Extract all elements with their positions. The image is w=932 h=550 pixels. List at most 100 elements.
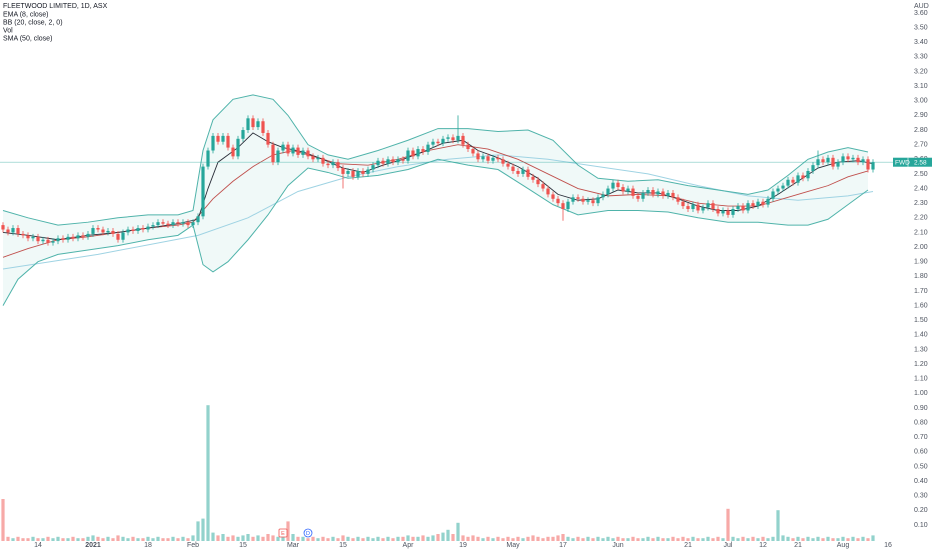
volume-bar: [456, 522, 460, 541]
candle-body: [771, 191, 775, 199]
candle-body: [531, 176, 535, 180]
candle-body: [851, 157, 855, 160]
candle-body: [196, 216, 200, 223]
volume-bar: [526, 536, 530, 541]
candle-body: [606, 188, 610, 195]
volume-bar: [121, 536, 125, 541]
candle-body: [601, 194, 605, 198]
volume-bar: [496, 536, 500, 541]
candle-body: [806, 170, 810, 179]
volume-bar: [711, 538, 715, 541]
y-tick-label: 3.10: [914, 83, 928, 90]
candle-body: [481, 156, 485, 160]
candle-body: [21, 233, 25, 236]
candle-body: [231, 147, 235, 157]
volume-bar: [281, 535, 285, 541]
volume-bar: [466, 536, 470, 541]
candle-body: [666, 192, 670, 196]
volume-bar: [371, 538, 375, 541]
volume-bar: [661, 538, 665, 541]
volume-bar: [341, 535, 345, 541]
volume-bar: [206, 405, 210, 541]
volume-bar: [286, 521, 290, 541]
volume-bar: [91, 535, 95, 541]
volume-bar: [551, 536, 555, 541]
volume-bar: [521, 538, 525, 541]
volume-bar: [536, 536, 540, 541]
volume-bar: [151, 538, 155, 541]
volume-bar: [866, 538, 870, 541]
candle-body: [796, 175, 800, 183]
volume-bar: [426, 536, 430, 541]
candle-body: [311, 156, 315, 160]
candle-body: [271, 144, 275, 163]
volume-bar: [116, 535, 120, 541]
price-tag-bg: [893, 157, 932, 167]
candle-body: [716, 209, 720, 214]
volume-bar: [421, 535, 425, 541]
y-tick-label: 1.10: [914, 376, 928, 383]
volume-bar: [351, 538, 355, 541]
candle-body: [811, 165, 815, 171]
volume-bar: [406, 535, 410, 541]
candle-body: [701, 207, 705, 211]
candle-body: [656, 191, 660, 195]
y-tick-label: 2.70: [914, 142, 928, 149]
candle-body: [536, 179, 540, 185]
x-tick-label: Jul: [724, 542, 733, 549]
candle-body: [586, 200, 590, 202]
bb-fill: [3, 94, 868, 306]
volume-bar: [636, 538, 640, 541]
volume-bar: [676, 538, 680, 541]
candle-body: [676, 197, 680, 202]
volume-bar: [816, 536, 820, 541]
candle-body: [131, 229, 135, 231]
volume-bar: [586, 536, 590, 541]
volume-bar: [706, 536, 710, 541]
candle-body: [286, 144, 290, 154]
candle-body: [116, 233, 120, 240]
volume-bar: [51, 538, 55, 541]
candle-body: [221, 135, 225, 142]
legend: FLEETWOOD LIMITED, 1D, ASX EMA (8, close…: [3, 3, 108, 43]
volume-bar: [791, 538, 795, 541]
candle-body: [181, 222, 185, 224]
volume-bar: [871, 535, 875, 541]
candle-body: [741, 206, 745, 211]
volume-bar: [196, 521, 200, 541]
candle-body: [246, 118, 250, 131]
candle-body: [386, 159, 390, 164]
volume-bar: [686, 538, 690, 541]
candle-body: [136, 228, 140, 231]
candle-layer: [1, 115, 875, 246]
volume-bar: [316, 538, 320, 541]
volume-bar: [781, 535, 785, 541]
volume-bar: [501, 538, 505, 541]
candle-body: [551, 194, 555, 199]
candle-body: [711, 203, 715, 210]
candle-body: [121, 232, 125, 240]
volume-bar: [291, 534, 295, 541]
candle-body: [541, 184, 545, 189]
volume-bar: [256, 535, 260, 541]
volume-bar: [761, 536, 765, 541]
candle-body: [781, 185, 785, 189]
candle-body: [446, 137, 450, 139]
volume-bar: [446, 529, 450, 541]
candle-body: [496, 157, 500, 160]
x-tick-label: 21: [684, 542, 692, 549]
bb-upper-line: [2, 94, 869, 226]
volume-bar: [486, 536, 490, 541]
x-tick-label: 21: [794, 542, 802, 549]
x-tick-label: 19: [459, 542, 467, 549]
candle-body: [566, 201, 570, 210]
volume-bar: [411, 536, 415, 541]
candle-body: [866, 159, 870, 170]
candle-body: [111, 230, 115, 234]
candle-body: [451, 137, 455, 141]
candle-body: [621, 187, 625, 192]
volume-bar: [856, 538, 860, 541]
volume-bar: [36, 538, 40, 541]
candle-body: [421, 149, 425, 152]
candle-body: [596, 197, 600, 204]
